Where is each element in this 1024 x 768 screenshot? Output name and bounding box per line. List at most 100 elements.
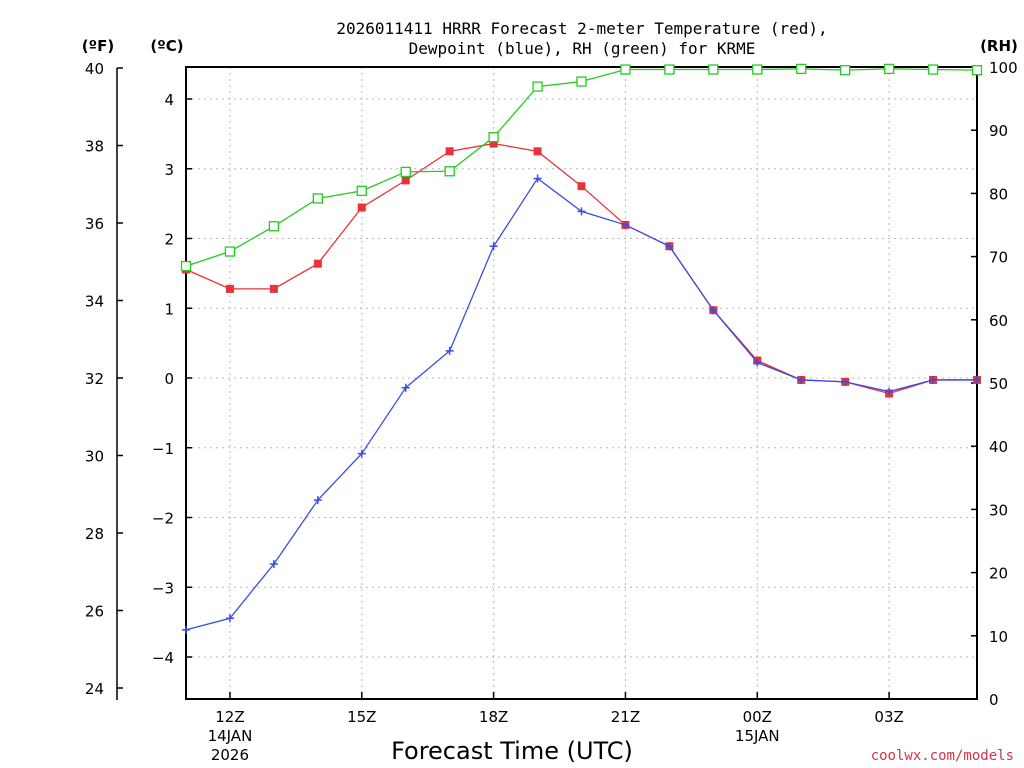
rh-tick-label: 10 (989, 628, 1008, 646)
temperature-marker (577, 182, 586, 191)
rh-marker (840, 65, 851, 76)
fahrenheit-unit-label: (ºF) (82, 37, 114, 55)
temperature-marker (269, 284, 278, 293)
dewpoint-marker (841, 377, 850, 386)
rh-marker (664, 64, 675, 75)
rh-tick-label: 60 (989, 312, 1008, 330)
rh-tick-label: 90 (989, 122, 1008, 140)
series-layer (180, 63, 983, 634)
x-tick-label: 03Z (874, 708, 903, 726)
celsius-tick-label: 0 (164, 370, 174, 388)
celsius-tick-label: 3 (164, 161, 174, 179)
dewpoint-marker (929, 375, 938, 384)
rh-marker (927, 64, 939, 75)
x-tick-year: 2026 (211, 746, 249, 764)
rh-marker (752, 64, 763, 75)
dewpoint-marker (269, 560, 278, 568)
dewpoint-marker (753, 358, 762, 367)
fahrenheit-tick-label: 24 (85, 680, 104, 698)
plot-frame (185, 66, 978, 700)
rh-tick-label: 30 (989, 501, 1008, 519)
fahrenheit-tick-label: 26 (85, 603, 104, 621)
rh-marker (532, 81, 543, 92)
temperature-line (185, 142, 977, 395)
dewpoint-marker (313, 496, 322, 505)
rh-marker (312, 193, 323, 204)
axes: 242628303234363840−4−3−2−101234010203040… (85, 59, 1018, 764)
dewpoint-marker (357, 449, 366, 458)
celsius-unit-label: (ºC) (150, 37, 183, 55)
rh-line (185, 68, 978, 267)
fahrenheit-tick-label: 30 (85, 448, 104, 466)
fahrenheit-tick-label: 28 (85, 525, 104, 543)
dewpoint-marker (885, 387, 894, 396)
rh-unit-label: (RH) (980, 37, 1018, 55)
fahrenheit-tick-label: 32 (85, 370, 104, 388)
dewpoint-marker (621, 220, 630, 229)
rh-tick-label: 0 (989, 691, 999, 709)
dewpoint-line (185, 177, 977, 631)
fahrenheit-tick-label: 40 (85, 60, 104, 78)
temperature-marker (357, 203, 366, 212)
dewpoint-marker (401, 383, 410, 392)
temperature-marker (489, 139, 498, 148)
x-axis-label: Forecast Time (UTC) (391, 737, 633, 765)
temperature-marker (313, 259, 322, 268)
temperature-marker (401, 176, 410, 185)
celsius-tick-label: 2 (164, 231, 174, 249)
x-tick-label: 15Z (347, 708, 376, 726)
rh-marker (268, 221, 280, 232)
dewpoint-marker (797, 375, 806, 384)
temperature-marker (533, 147, 542, 156)
dewpoint-marker (973, 375, 981, 384)
rh-tick-label: 100 (989, 59, 1018, 77)
x-tick-label: 12Z (215, 708, 244, 726)
dewpoint-marker (445, 346, 454, 355)
celsius-tick-label: −4 (152, 649, 174, 667)
credit-text: coolwx.com/models (871, 748, 1014, 764)
rh-tick-label: 80 (989, 185, 1008, 203)
rh-tick-label: 70 (989, 249, 1008, 267)
rh-marker (356, 185, 367, 197)
dewpoint-marker (182, 625, 190, 634)
rh-marker (971, 65, 983, 76)
celsius-tick-label: −3 (152, 579, 174, 597)
rh-marker (620, 64, 631, 75)
rh-marker (180, 260, 192, 272)
rh-tick-label: 40 (989, 438, 1008, 456)
celsius-tick-label: 4 (164, 91, 174, 109)
chart-title-line2: Dewpoint (blue), RH (green) for KRME (409, 39, 756, 58)
rh-marker (400, 166, 411, 178)
dewpoint-marker (577, 207, 586, 216)
rh-marker (488, 132, 499, 143)
dewpoint-marker (665, 242, 674, 251)
chart-title-line1: 2026011411 HRRR Forecast 2-meter Tempera… (336, 19, 827, 38)
rh-marker (883, 63, 895, 75)
celsius-tick-label: 1 (164, 300, 174, 318)
x-tick-date: 14JAN (208, 727, 253, 745)
celsius-tick-label: −1 (152, 440, 174, 458)
dewpoint-marker (709, 306, 718, 315)
rh-tick-label: 50 (989, 375, 1008, 393)
rh-marker (444, 166, 455, 177)
x-tick-date: 15JAN (735, 727, 780, 745)
fahrenheit-tick-label: 36 (85, 215, 104, 233)
celsius-tick-label: −2 (152, 510, 174, 528)
rh-marker (224, 246, 236, 257)
x-tick-label: 00Z (743, 708, 772, 726)
temperature-marker (445, 147, 454, 156)
dewpoint-marker (225, 614, 234, 623)
rh-marker (796, 63, 807, 75)
dewpoint-marker (489, 242, 498, 251)
rh-tick-label: 20 (989, 565, 1008, 583)
x-tick-label: 21Z (611, 708, 640, 726)
grid-lines (186, 67, 977, 699)
dewpoint-marker (533, 174, 542, 183)
rh-marker (576, 76, 587, 87)
temperature-marker (225, 284, 234, 293)
rh-marker (708, 64, 719, 75)
fahrenheit-tick-label: 34 (85, 293, 104, 311)
x-tick-label: 18Z (479, 708, 508, 726)
fahrenheit-tick-label: 38 (85, 138, 104, 156)
